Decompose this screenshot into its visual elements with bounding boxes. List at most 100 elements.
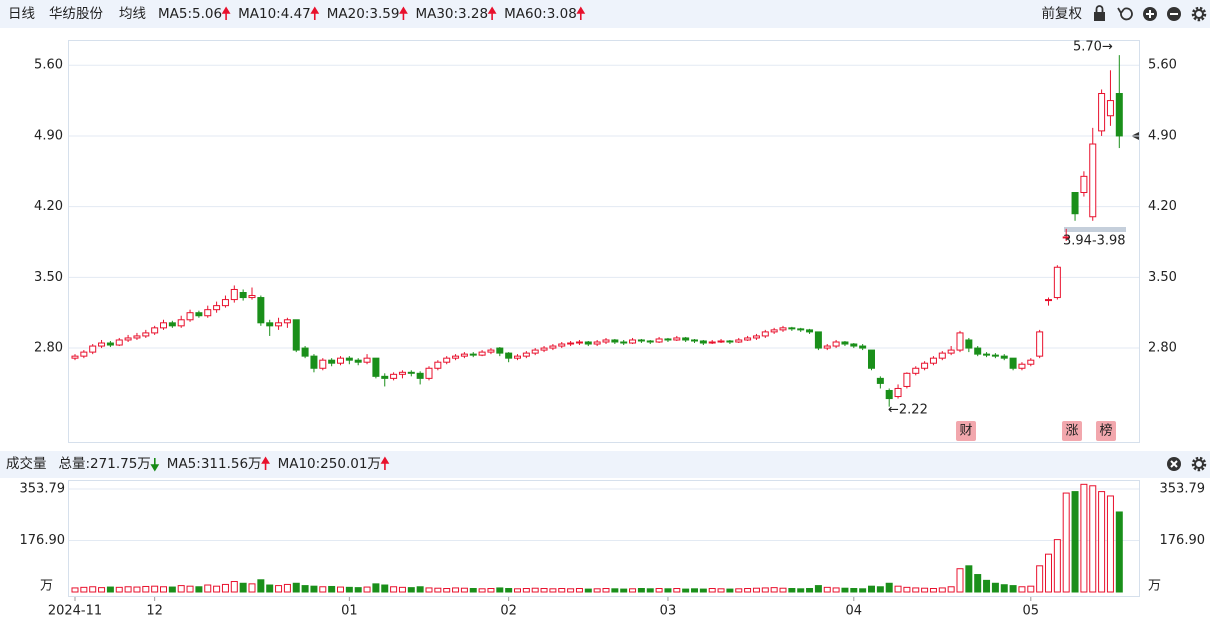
- settings-icon[interactable]: [1191, 6, 1207, 22]
- volume-bar: [115, 586, 123, 593]
- candle-body: [770, 329, 778, 333]
- y-tick-label: 5.60: [34, 58, 63, 73]
- candle-body: [1071, 192, 1079, 215]
- volume-bar: [106, 586, 114, 593]
- candle-body: [859, 345, 867, 349]
- candle-body: [98, 342, 106, 347]
- candle-body: [160, 322, 167, 329]
- trend-arrow: [380, 456, 390, 470]
- candle-body: [89, 345, 97, 353]
- volume-bar: [885, 582, 893, 593]
- volume-bar: [452, 587, 460, 593]
- x-tick-label: 03: [660, 604, 677, 619]
- event-badge[interactable]: [956, 421, 976, 441]
- candle-body: [947, 349, 955, 354]
- y-tick-label: 176.90: [20, 533, 66, 548]
- unit-label-right: 万: [1148, 579, 1161, 594]
- volume-bar: [522, 588, 530, 593]
- volume-bar: [531, 587, 539, 593]
- volume-bar: [921, 587, 929, 593]
- volume-bar: [1062, 492, 1070, 593]
- volume-bar: [584, 588, 592, 593]
- candle-body: [301, 347, 309, 357]
- zoom-out-icon[interactable]: [1167, 7, 1181, 21]
- volume-bar: [717, 588, 725, 593]
- y-tick-label-right: 4.20: [1148, 199, 1177, 214]
- volume-bar: [363, 586, 371, 593]
- trend-arrow: [221, 6, 231, 20]
- adjust-mode[interactable]: 前复权: [1042, 5, 1083, 22]
- volume-bar: [221, 583, 229, 593]
- candle-body: [682, 337, 690, 341]
- zoom-in-icon[interactable]: [1143, 7, 1157, 21]
- volume-bar: [425, 587, 433, 593]
- candle-body: [664, 338, 672, 341]
- candle-body: [1000, 355, 1008, 359]
- candle-body: [204, 309, 212, 317]
- candle-body: [1053, 266, 1061, 299]
- candle-body: [531, 349, 539, 354]
- volume-bar: [788, 588, 796, 593]
- event-badge-label: 榜: [1099, 423, 1112, 439]
- volume-bar: [160, 586, 167, 593]
- volume-bar: [230, 581, 238, 593]
- candle-body: [168, 322, 176, 327]
- volume-bar: [868, 585, 875, 593]
- volume-bar: [974, 574, 982, 593]
- lock-icon[interactable]: [1094, 5, 1105, 21]
- volume-bar: [266, 584, 274, 593]
- candle-body: [761, 331, 769, 337]
- candle-body: [239, 292, 247, 299]
- candle-body: [496, 347, 504, 354]
- candle-body: [797, 328, 805, 331]
- candle-body: [894, 387, 902, 398]
- close-icon[interactable]: [1167, 457, 1181, 471]
- volume-bar: [345, 586, 353, 593]
- volume-bar: [823, 586, 831, 593]
- candle-body: [549, 345, 557, 349]
- volume-bar: [983, 579, 991, 593]
- candle-body: [620, 341, 628, 344]
- candle-body: [929, 357, 937, 364]
- volume-bar: [372, 583, 380, 593]
- volume-bar: [1106, 495, 1114, 593]
- volume-bar: [354, 587, 362, 593]
- y-tick-label-right: 3.50: [1148, 270, 1177, 285]
- y-tick-label: 353.79: [20, 482, 66, 497]
- period-label[interactable]: 日线: [8, 6, 35, 22]
- unit-label: 万: [40, 579, 53, 594]
- candle-body: [195, 312, 203, 317]
- candle-body: [974, 347, 982, 355]
- volume-settings-icon[interactable]: [1191, 456, 1207, 472]
- volume-bar: [142, 585, 150, 593]
- x-tick-label: 12: [146, 604, 163, 619]
- event-badge[interactable]: [1062, 421, 1082, 441]
- candle-body: [1115, 93, 1123, 137]
- undo-icon[interactable]: [1117, 7, 1133, 21]
- candle-body: [124, 337, 132, 341]
- volume-bar: [248, 583, 256, 593]
- candle-body: [983, 353, 991, 356]
- x-tick-label: 04: [846, 604, 863, 619]
- volume-bar: [637, 588, 645, 593]
- volume-bar: [903, 586, 911, 593]
- candle-body: [823, 345, 831, 349]
- x-tick-label: 05: [1023, 604, 1040, 619]
- volume-bar: [664, 588, 672, 593]
- candle-body: [221, 299, 229, 307]
- y-tick-label: 4.90: [34, 128, 63, 143]
- volume-bar: [213, 585, 221, 593]
- candle-body: [1018, 363, 1026, 369]
- volume-bar: [779, 587, 787, 593]
- volume-bar: [814, 585, 822, 593]
- trend-arrow: [150, 458, 160, 472]
- candle-body: [310, 355, 318, 369]
- candle-body: [186, 312, 194, 321]
- y-tick-label: 3.50: [34, 270, 63, 285]
- volume-bar: [549, 588, 557, 593]
- volume-bar: [726, 588, 734, 593]
- candle-body: [584, 341, 592, 345]
- event-badge[interactable]: [1096, 421, 1116, 441]
- header-bar: [0, 0, 1210, 28]
- volume-bar: [1027, 585, 1035, 593]
